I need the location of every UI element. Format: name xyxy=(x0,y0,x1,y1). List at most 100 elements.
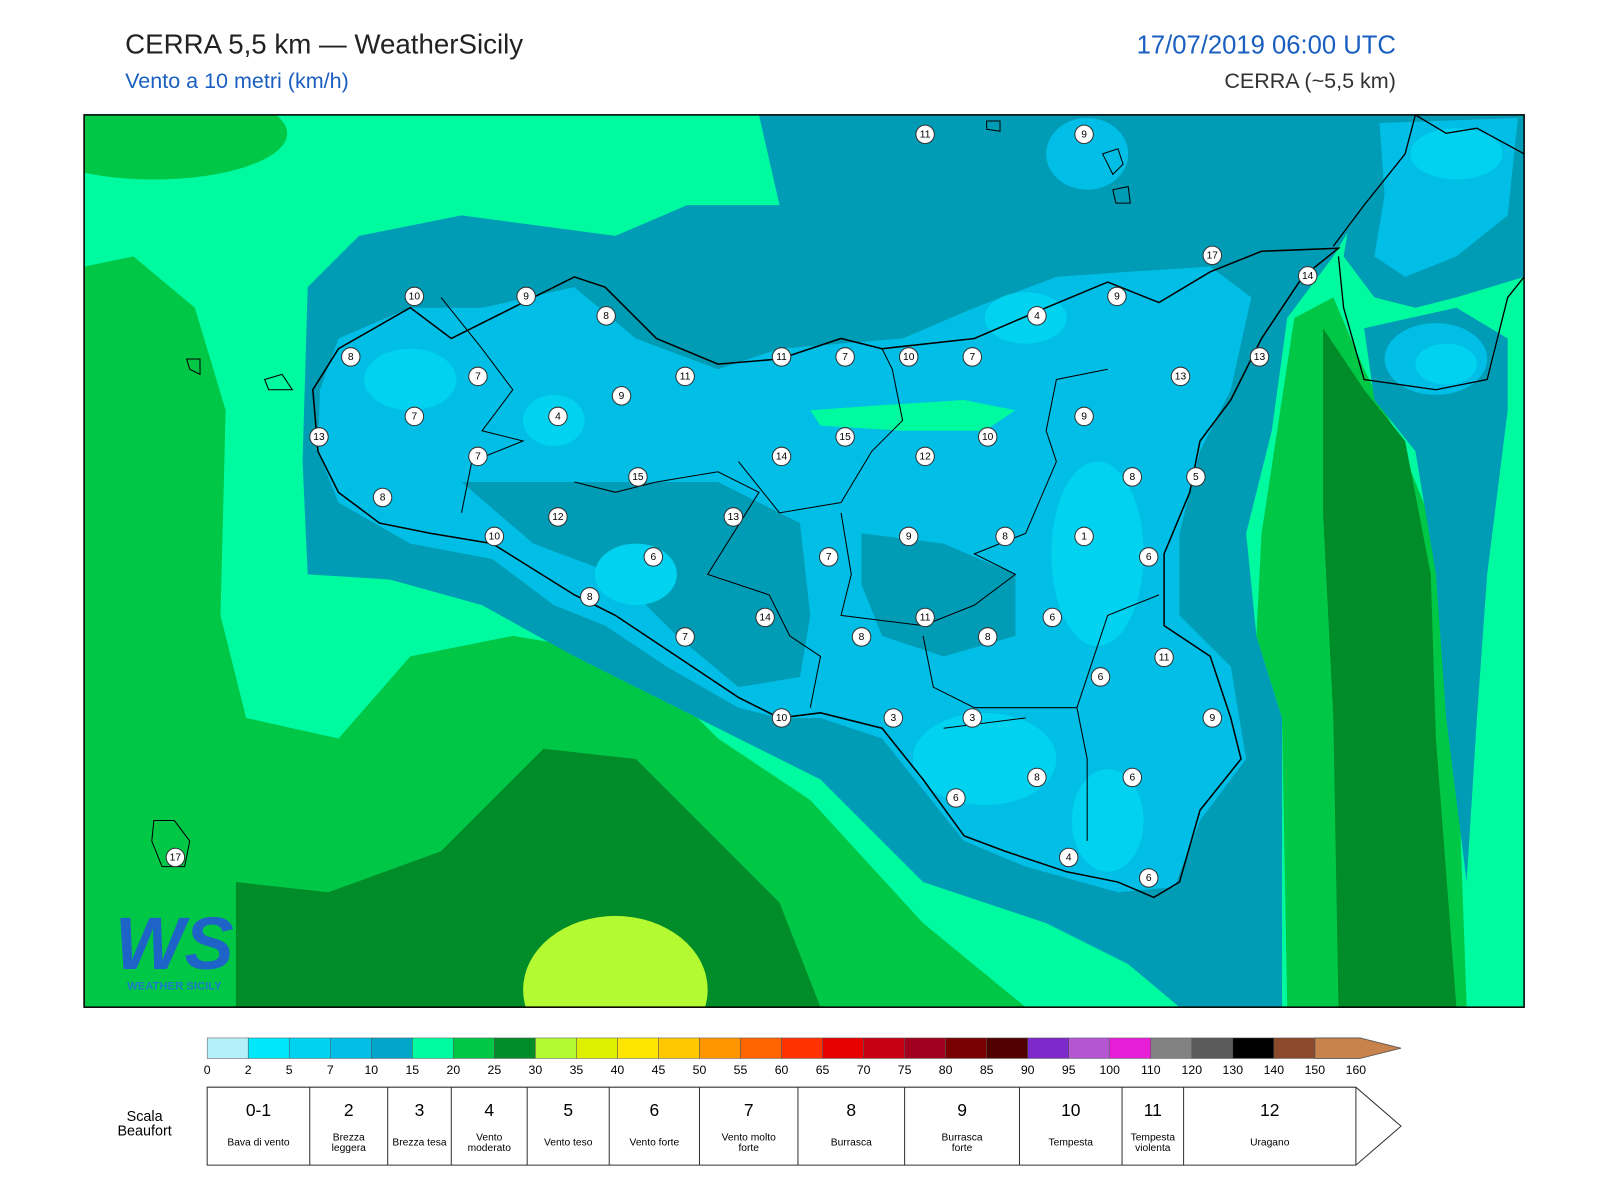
station-marker xyxy=(771,347,792,367)
colorbar-tick-label: 110 xyxy=(1141,1063,1161,1077)
station-marker xyxy=(898,526,919,547)
beaufort-name: Uragano xyxy=(1250,1137,1290,1149)
station-marker xyxy=(723,507,744,527)
station-value: 3 xyxy=(969,713,975,724)
beaufort-name-text: Tempesta xyxy=(1048,1137,1093,1149)
beaufort-name-box: Brezza leggera xyxy=(312,1128,386,1159)
station-value: 6 xyxy=(1098,672,1104,683)
station-value: 7 xyxy=(412,411,418,422)
colorbar-swatch xyxy=(1150,1037,1193,1059)
station-marker xyxy=(946,788,966,808)
station-value: 10 xyxy=(903,352,915,363)
colorbar-swatch xyxy=(1068,1037,1110,1059)
beaufort-name: Vento teso xyxy=(544,1138,592,1148)
station: 13 xyxy=(1170,366,1191,387)
station-marker xyxy=(548,507,568,527)
beaufort-force: 11 xyxy=(1144,1100,1162,1120)
beaufort-name: Brezza tesa xyxy=(392,1138,446,1148)
station-marker xyxy=(1107,286,1127,307)
station: 6 xyxy=(1090,667,1111,687)
station: 13 xyxy=(309,427,329,447)
beaufort-name-box: Bava di vento xyxy=(209,1128,307,1159)
beaufort-force: 3 xyxy=(415,1100,425,1120)
station-value: 12 xyxy=(919,451,931,462)
station: 7 xyxy=(962,347,983,367)
beaufort-name-text: Burrasca forte xyxy=(941,1132,983,1154)
station-marker xyxy=(1042,607,1063,628)
station-value: 3 xyxy=(890,713,896,724)
beaufort-name: Vento molto forte xyxy=(702,1128,796,1159)
beaufort-force: 9 xyxy=(957,1100,967,1120)
station: 9 xyxy=(611,386,632,406)
colorbar-swatch xyxy=(945,1037,987,1059)
station: 5 xyxy=(1186,467,1206,487)
station-value: 10 xyxy=(409,291,421,302)
station: 15 xyxy=(628,467,648,487)
colorbar-tick-label: 140 xyxy=(1264,1063,1285,1077)
station: 14 xyxy=(755,607,775,628)
beaufort-name-text: Brezza leggera xyxy=(331,1132,366,1154)
station: 8 xyxy=(995,526,1015,547)
date: 17/07/2019 06:00 UTC xyxy=(1137,31,1396,59)
station: 10 xyxy=(977,427,998,447)
colorbar-tick-label: 20 xyxy=(446,1063,460,1077)
colorbar-swatch xyxy=(1109,1037,1152,1059)
station-value: 7 xyxy=(682,632,688,643)
station: 3 xyxy=(883,708,904,728)
colorbar-tick-label: 70 xyxy=(857,1063,871,1077)
station: 15 xyxy=(835,427,855,447)
station-marker xyxy=(915,446,935,467)
colorbar-swatch xyxy=(986,1037,1028,1059)
beaufort-force: 5 xyxy=(563,1100,573,1120)
station-value: 9 xyxy=(619,391,625,402)
subtitle: Vento a 10 metri (km/h) xyxy=(125,69,349,93)
station-marker xyxy=(915,124,935,145)
station-marker xyxy=(995,526,1015,547)
colorbar-swatch xyxy=(617,1037,659,1059)
station-value: 6 xyxy=(1049,612,1055,623)
beaufort-force: 12 xyxy=(1260,1100,1279,1120)
logo-text: WEATHER SICILY xyxy=(127,981,222,993)
station: 6 xyxy=(1138,547,1159,567)
station-marker xyxy=(643,547,664,567)
colorbar-tick-label: 80 xyxy=(939,1063,953,1077)
station-value: 1 xyxy=(1081,531,1087,542)
colorbar-swatch xyxy=(576,1037,618,1059)
colorbar-tick-label: 75 xyxy=(898,1063,912,1077)
station: 12 xyxy=(915,446,935,467)
station: 13 xyxy=(723,507,744,527)
station-value: 15 xyxy=(632,472,644,483)
beaufort-title-box: Scala Beaufort xyxy=(103,1103,187,1144)
colorbar-tick-label: 35 xyxy=(570,1063,584,1077)
station-value: 9 xyxy=(1209,713,1215,724)
station-value: 8 xyxy=(859,632,865,643)
station-marker xyxy=(977,427,998,447)
station-value: 9 xyxy=(1081,411,1087,422)
station-marker xyxy=(548,406,568,427)
beaufort-force: 0-1 xyxy=(246,1100,271,1120)
beaufort-scale: Scala Beaufort 0-1 Bava di vento 2 Brezza le… xyxy=(103,1086,1402,1166)
station: 7 xyxy=(404,406,425,427)
station-value: 4 xyxy=(1066,852,1072,863)
station-marker xyxy=(675,366,695,387)
beaufort-name: Vento forte xyxy=(630,1138,680,1148)
station-marker xyxy=(596,306,616,326)
beaufort-name-text: Vento moderato xyxy=(467,1132,511,1154)
station-marker xyxy=(835,347,855,367)
station: 6 xyxy=(1042,607,1063,628)
station-marker xyxy=(1122,767,1143,788)
beaufort-name-text: Uragano xyxy=(1250,1137,1290,1149)
colorbar-tick-label: 15 xyxy=(405,1063,419,1077)
station-value: 8 xyxy=(348,352,354,363)
station: 7 xyxy=(818,547,839,567)
station-marker xyxy=(404,406,425,427)
station-marker xyxy=(835,427,855,447)
beaufort-name-box: Vento molto forte xyxy=(702,1128,796,1159)
station-marker xyxy=(675,627,695,647)
station-marker xyxy=(341,347,361,367)
beaufort-name: Burrasca forte xyxy=(941,1132,983,1154)
colorbar-swatch xyxy=(740,1037,782,1059)
station: 11 xyxy=(1154,647,1174,668)
